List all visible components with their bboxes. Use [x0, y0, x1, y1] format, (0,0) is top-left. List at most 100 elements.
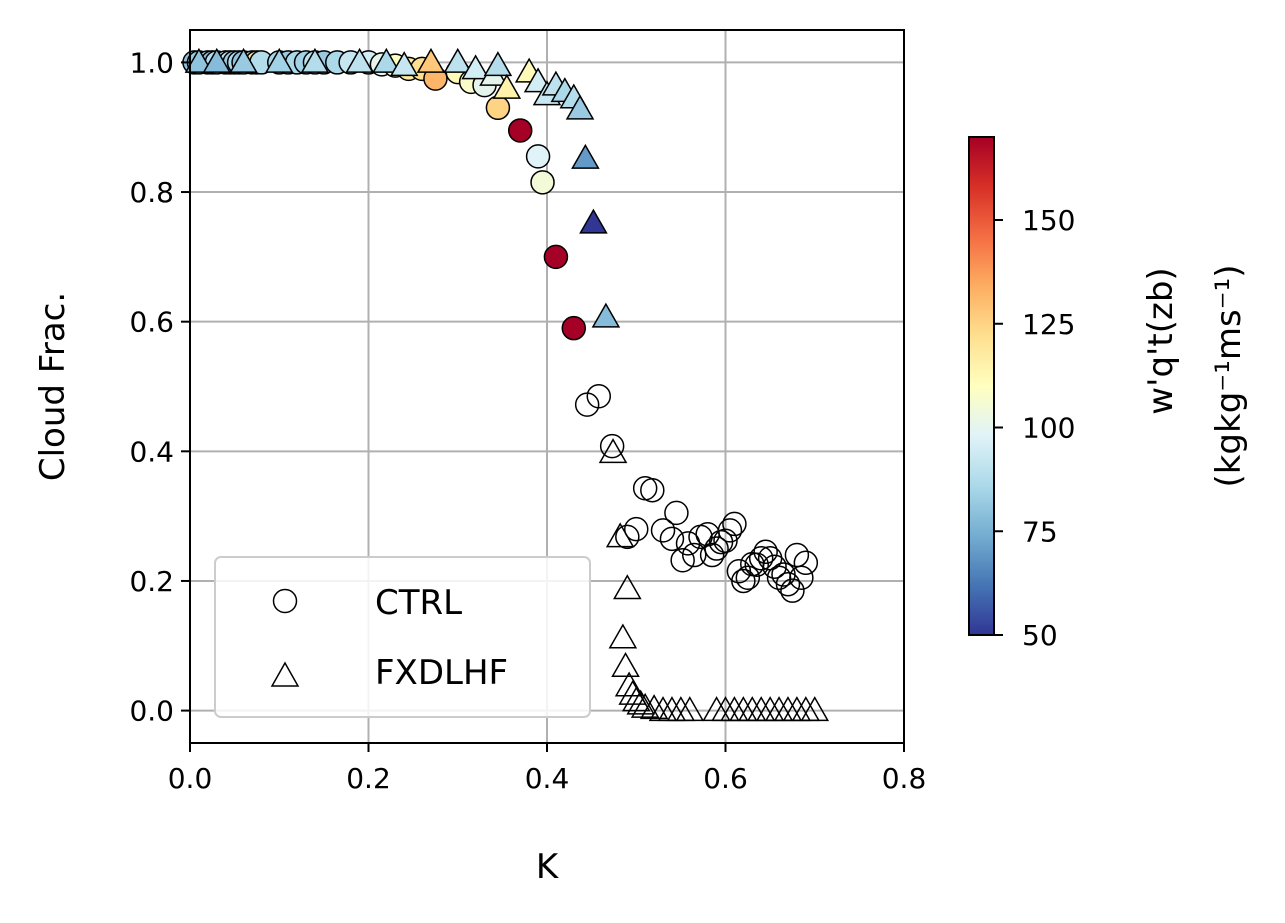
- colorbar-tick-label: 100: [1022, 412, 1075, 445]
- fxdlhf-point: [639, 694, 669, 720]
- legend-label-ctrl: CTRL: [375, 583, 462, 623]
- ctrl-point: [507, 118, 533, 143]
- colorbar-label-quantity: w'q't(zb): [1141, 267, 1181, 414]
- legend-marker-ctrl: [272, 588, 298, 614]
- y-tick-label: 0.8: [129, 176, 174, 209]
- fxdlhf-point: [611, 652, 640, 678]
- y-axis-label: Cloud Frac.: [33, 292, 73, 481]
- fxdlhf-point: [746, 696, 776, 722]
- fxdlhf-point: [782, 696, 812, 722]
- fxdlhf-point: [591, 302, 621, 328]
- fxdlhf-point: [800, 696, 830, 722]
- ctrl-point: [748, 546, 774, 571]
- fxdlhf-point: [184, 47, 214, 73]
- ctrl-point: [753, 539, 778, 565]
- fxdlhf-point: [755, 696, 785, 722]
- fxdlhf-point: [626, 689, 656, 715]
- fxdlhf-point: [773, 696, 803, 722]
- x-tick-label: 0.0: [168, 762, 213, 795]
- fxdlhf-point: [614, 671, 644, 697]
- ctrl-point: [704, 536, 729, 561]
- colorbar-gradient: [968, 136, 995, 636]
- ctrl-point: [699, 542, 725, 568]
- fxdlhf-point: [492, 73, 522, 99]
- legend-label-fxdlhf: FXDLHF: [375, 653, 508, 693]
- fxdlhf-point: [300, 47, 330, 73]
- ctrl-point: [780, 578, 805, 603]
- ctrl-point: [789, 565, 814, 590]
- ctrl-point: [762, 554, 787, 579]
- fxdlhf-point: [605, 522, 635, 548]
- ctrl-point: [543, 244, 569, 270]
- colorbar-tick-label: 150: [1022, 204, 1075, 237]
- fxdlhf-point: [729, 696, 758, 722]
- y-tick-label: 0.4: [129, 435, 174, 468]
- x-tick-label: 0.4: [525, 762, 570, 795]
- colorbar-tick-label: 125: [1022, 308, 1075, 341]
- y-tick-label: 1.0: [129, 46, 174, 79]
- ctrl-point: [713, 528, 738, 554]
- ctrl-point: [650, 518, 676, 543]
- fxdlhf-point: [666, 696, 696, 722]
- colorbar: 50 75 100 125 150 w'q't(zb) (kgkg⁻¹ms⁻¹): [968, 136, 1249, 652]
- ctrl-point: [640, 477, 665, 503]
- fxdlhf-point: [657, 696, 687, 722]
- fxdlhf-point: [764, 696, 794, 722]
- fxdlhf-point: [630, 692, 660, 718]
- x-axis-label: K: [536, 847, 560, 887]
- ctrl-point: [735, 565, 761, 590]
- colorbar-label-units: (kgkg⁻¹ms⁻¹): [1209, 264, 1249, 487]
- fxdlhf-point: [229, 47, 258, 73]
- fxdlhf-point: [345, 47, 374, 73]
- fxdlhf-point: [461, 54, 490, 80]
- fxdlhf-point: [443, 47, 473, 73]
- ctrl-point: [530, 170, 555, 195]
- ctrl-point: [775, 571, 801, 597]
- fxdlhf-point: [264, 47, 294, 73]
- fxdlhf-point: [613, 574, 642, 600]
- ctrl-point: [722, 511, 747, 537]
- ctrl-point: [793, 550, 819, 576]
- ctrl-point: [670, 547, 695, 573]
- fxdlhf-point: [416, 47, 446, 73]
- ctrl-point: [659, 526, 685, 552]
- ctrl-point: [664, 500, 689, 526]
- ctrl-point: [599, 433, 625, 459]
- y-tick-label: 0.0: [129, 695, 174, 728]
- fxdlhf-point: [791, 696, 821, 722]
- fxdlhf-point: [675, 696, 705, 722]
- x-tick-label: 0.6: [703, 762, 748, 795]
- axis-ticks: 0.0 0.2 0.4 0.6 0.8 0.0 0.2 0.4 0.6 0.8 1.0: [129, 46, 926, 795]
- ctrl-point: [632, 476, 658, 501]
- y-tick-label: 0.2: [129, 565, 174, 598]
- data-points: [182, 47, 830, 722]
- ctrl-point: [717, 518, 743, 543]
- ctrl-point: [561, 315, 587, 341]
- ctrl-point: [615, 524, 640, 550]
- ctrl-point: [525, 144, 551, 169]
- ctrl-point: [624, 516, 649, 542]
- ctrl-point: [485, 95, 511, 121]
- y-tick-label: 0.6: [129, 306, 174, 339]
- fxdlhf-point: [608, 623, 638, 649]
- x-tick-label: 0.8: [882, 762, 927, 795]
- fxdlhf-point: [389, 51, 419, 77]
- ctrl-point: [586, 383, 612, 409]
- ctrl-point: [744, 552, 769, 577]
- ctrl-point: [682, 542, 707, 568]
- x-tick-label: 0.2: [346, 762, 391, 795]
- colorbar-tick-label: 75: [1022, 515, 1058, 548]
- fxdlhf-point: [483, 51, 513, 77]
- legend-box: [214, 556, 591, 718]
- fxdlhf-point: [202, 47, 232, 73]
- fxdlhf-point: [372, 47, 401, 73]
- fxdlhf-point: [598, 438, 628, 464]
- colorbar-tick-label: 50: [1022, 619, 1058, 652]
- ctrl-point: [731, 568, 756, 594]
- legend-marker-fxdlhf: [270, 661, 300, 687]
- fxdlhf-point: [565, 94, 595, 120]
- fxdlhf-point: [737, 696, 767, 722]
- fxdlhf-point: [571, 143, 600, 169]
- fxdlhf-point: [579, 208, 608, 234]
